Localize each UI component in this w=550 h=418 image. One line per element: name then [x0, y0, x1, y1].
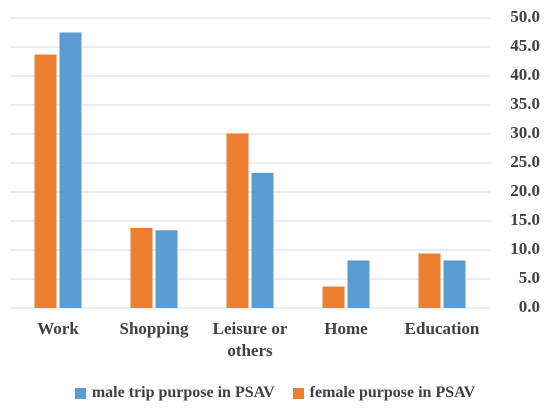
y-tick-label: 30.0 [510, 123, 540, 142]
bar [34, 54, 57, 308]
x-tick-label: Work [37, 319, 79, 338]
y-tick-label: 5.0 [519, 268, 540, 287]
bar [226, 133, 249, 308]
legend-swatch [74, 387, 86, 399]
bar [130, 227, 153, 308]
y-tick-label: 50.0 [510, 7, 540, 26]
x-tick-label: Home [324, 319, 368, 338]
y-tick-label: 15.0 [510, 210, 540, 229]
legend-label: male trip purpose in PSAV [91, 384, 275, 401]
bar [59, 32, 82, 308]
y-tick-label: 20.0 [510, 181, 540, 200]
bar [251, 172, 274, 308]
y-tick-label: 25.0 [510, 152, 540, 171]
x-tick-label: Leisure or others [212, 319, 288, 360]
legend-swatch [292, 387, 304, 399]
legend-item: male trip purpose in PSAV [74, 384, 275, 402]
bar [322, 286, 345, 308]
y-tick-label: 45.0 [510, 36, 540, 55]
y-tick-label: 40.0 [510, 65, 540, 84]
x-tick-label: Shopping [119, 319, 189, 338]
y-tick-label: 10.0 [510, 239, 540, 258]
bar [418, 253, 441, 308]
legend-item: female purpose in PSAV [292, 384, 476, 402]
bar [443, 260, 466, 308]
legend: male trip purpose in PSAV female purpose … [0, 384, 550, 402]
legend-label: female purpose in PSAV [309, 384, 476, 401]
x-tick-label: Education [404, 319, 480, 338]
bar [347, 260, 370, 308]
y-tick-label: 0.0 [519, 297, 540, 316]
y-tick-label: 35.0 [510, 94, 540, 113]
bar [155, 230, 178, 308]
